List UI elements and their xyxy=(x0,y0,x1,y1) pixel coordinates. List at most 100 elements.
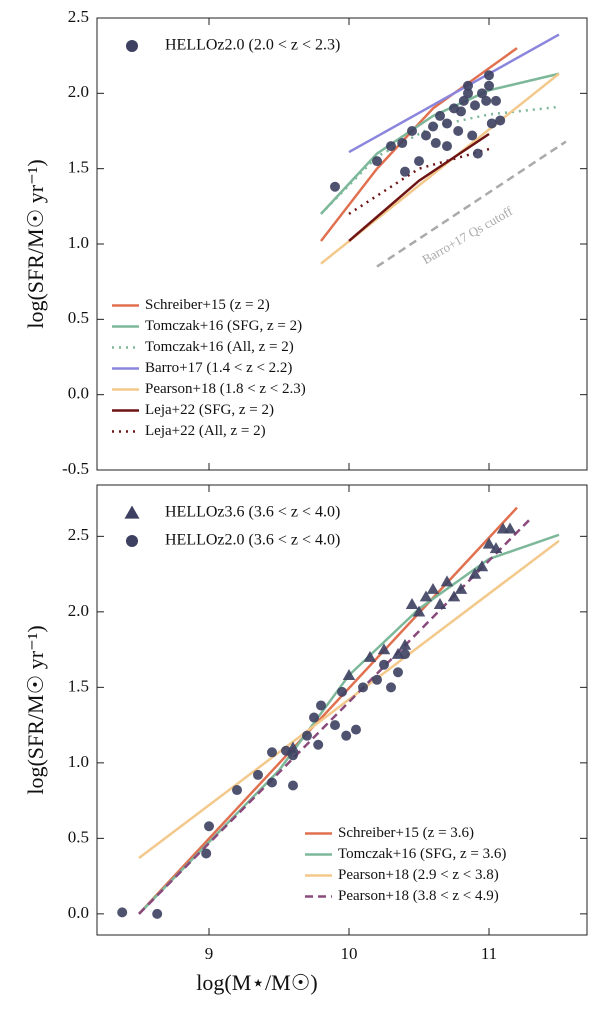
circle-marker xyxy=(386,141,396,152)
circle-marker xyxy=(491,95,501,106)
circle-marker xyxy=(126,535,138,547)
triangle-marker xyxy=(377,643,391,655)
triangle-marker xyxy=(398,638,412,650)
annotation: Barro+17 Qs cutoff xyxy=(419,203,515,267)
legend-label: Tomczak+16 (SFG, z = 3.6) xyxy=(338,846,506,862)
line-series xyxy=(320,47,518,242)
circle-marker xyxy=(495,115,506,126)
triangle-marker xyxy=(412,605,426,617)
x-tick-label: 9 xyxy=(205,944,214,963)
circle-marker xyxy=(267,777,277,788)
circle-marker xyxy=(486,118,497,129)
circle-marker xyxy=(463,88,473,99)
y-tick-label: 1.0 xyxy=(68,233,89,252)
circle-marker xyxy=(126,40,138,52)
circle-marker xyxy=(358,682,368,693)
line-series xyxy=(138,533,560,915)
axes-frame xyxy=(96,484,588,936)
circle-marker xyxy=(414,156,424,167)
legend-label: Pearson+18 (2.9 < z < 3.8) xyxy=(338,867,499,883)
triangle-marker xyxy=(447,590,461,602)
triangle-marker xyxy=(363,650,377,662)
circle-marker xyxy=(330,720,340,731)
y-axis-label: log(SFR/M☉ yr⁻¹) xyxy=(23,625,48,794)
line-series xyxy=(348,33,560,154)
triangle-marker xyxy=(503,522,517,534)
y-tick-label: -0.5 xyxy=(62,459,89,478)
circle-marker xyxy=(309,712,319,723)
y-tick-label: 0.5 xyxy=(68,827,89,846)
triangle-marker xyxy=(426,582,440,594)
circle-marker xyxy=(400,649,410,660)
circle-marker xyxy=(467,130,478,141)
circle-marker xyxy=(463,80,473,91)
line-series xyxy=(348,132,490,242)
triangle-marker xyxy=(475,560,489,572)
y-tick-label: 0.0 xyxy=(68,903,89,922)
circle-marker xyxy=(316,700,326,711)
triangle-marker xyxy=(489,542,503,554)
triangle-marker xyxy=(468,567,482,579)
circle-marker xyxy=(351,724,361,735)
y-tick-label: 1.5 xyxy=(68,676,89,695)
y-tick-label: 0.0 xyxy=(68,384,89,403)
y-axis-label: log(SFR/M☉ yr⁻¹) xyxy=(23,159,48,328)
y-tick-label: 1.5 xyxy=(68,158,89,177)
legend-label: Leja+22 (All, z = 2) xyxy=(145,423,266,439)
line-series xyxy=(376,140,567,268)
x-tick-label: 10 xyxy=(341,944,358,963)
line-series xyxy=(320,105,560,215)
plot-area xyxy=(320,33,567,268)
circle-marker xyxy=(288,750,298,761)
y-tick-label: 0.5 xyxy=(68,308,89,327)
triangle-marker xyxy=(482,537,496,549)
circle-marker xyxy=(484,70,494,81)
circle-marker xyxy=(435,110,445,121)
circle-marker xyxy=(204,821,214,832)
triangle-marker xyxy=(124,505,140,519)
legend-label: HELLOz3.6 (3.6 < z < 4.0) xyxy=(165,504,340,521)
legend-label: Schreiber+15 (z = 3.6) xyxy=(338,825,474,841)
circle-marker xyxy=(341,730,352,741)
legend-label: Tomczak+16 (All, z = 2) xyxy=(145,339,294,355)
circle-marker xyxy=(372,674,382,685)
circle-marker xyxy=(393,667,403,678)
legend-label: Tomczak+16 (SFG, z = 2) xyxy=(145,318,302,334)
circle-marker xyxy=(470,100,480,111)
legend-label: HELLOz2.0 (2.0 < z < 2.3) xyxy=(165,37,340,54)
triangle-marker xyxy=(433,598,447,609)
y-tick-label: 2.5 xyxy=(68,525,89,544)
legend-label: Pearson+18 (1.8 < z < 2.3) xyxy=(145,381,306,397)
circle-marker xyxy=(428,121,438,132)
legend-label: Barro+17 (1.4 < z < 2.2) xyxy=(145,360,292,376)
circle-marker xyxy=(421,130,431,141)
triangle-marker xyxy=(419,590,433,602)
circle-marker xyxy=(372,156,382,167)
legend-label: Schreiber+15 (z = 2) xyxy=(145,297,270,313)
circle-marker xyxy=(430,138,441,149)
circle-marker xyxy=(117,907,128,918)
y-tick-label: 1.0 xyxy=(68,752,89,771)
circle-marker xyxy=(337,686,347,697)
circle-marker xyxy=(288,780,298,791)
line-series xyxy=(138,506,518,915)
circle-marker xyxy=(442,118,452,129)
circle-marker xyxy=(442,141,452,152)
triangle-marker xyxy=(440,575,454,587)
circle-marker xyxy=(267,747,277,758)
circle-marker xyxy=(484,80,494,91)
y-tick-label: 2.0 xyxy=(68,601,89,620)
triangle-marker xyxy=(405,598,419,609)
circle-marker xyxy=(453,126,464,136)
circle-marker xyxy=(397,138,408,149)
triangle-marker xyxy=(454,582,468,594)
legend-label: Pearson+18 (3.8 < z < 4.9) xyxy=(338,888,499,904)
y-tick-label: 2.0 xyxy=(68,82,89,101)
circle-marker xyxy=(379,659,389,670)
circle-marker xyxy=(481,95,492,106)
legend-label: Leja+22 (SFG, z = 2) xyxy=(145,402,274,418)
circle-marker xyxy=(232,785,242,796)
circle-marker xyxy=(201,848,212,859)
line-series xyxy=(138,517,532,915)
